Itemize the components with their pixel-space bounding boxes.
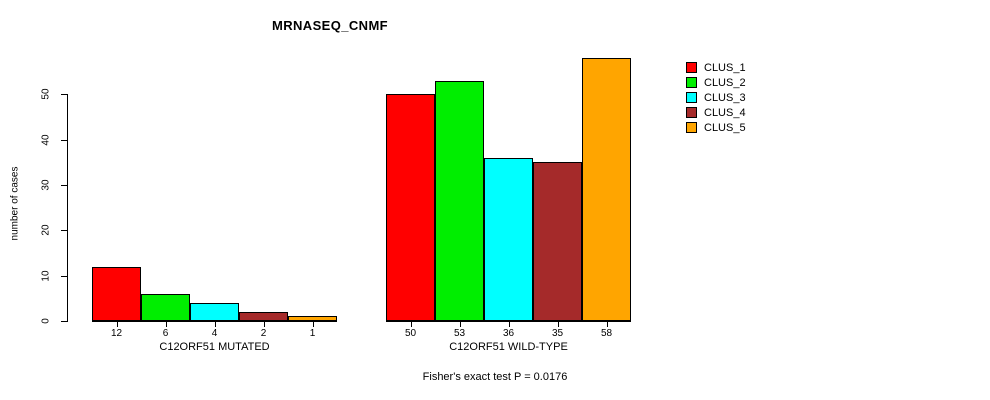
legend-color-swatch (686, 77, 697, 88)
legend-item: CLUS_2 (686, 75, 746, 90)
x-axis-tick (557, 322, 559, 327)
x-axis-tick (410, 322, 412, 327)
x-axis-tick (312, 322, 314, 327)
y-axis-tick (61, 230, 67, 232)
y-axis-tick (61, 321, 67, 322)
x-axis-tick (263, 322, 265, 327)
legend-item-label: CLUS_2 (704, 76, 746, 89)
legend-item-label: CLUS_3 (704, 91, 746, 104)
group-label: C12ORF51 WILD-TYPE (449, 341, 568, 353)
bar (92, 267, 141, 321)
bar (239, 312, 288, 321)
bar-value-label: 6 (162, 328, 169, 339)
footer-annotation: Fisher's exact test P = 0.0176 (422, 371, 568, 383)
bar (288, 316, 337, 321)
y-axis-title: number of cases (9, 166, 21, 241)
x-axis-line (386, 321, 631, 322)
bar (141, 294, 190, 321)
legend-item: CLUS_3 (686, 90, 746, 105)
y-axis-tick (61, 184, 67, 186)
legend-item-label: CLUS_5 (704, 121, 746, 134)
legend-item: CLUS_1 (686, 60, 746, 75)
bar-value-label: 58 (600, 328, 613, 339)
legend-item-label: CLUS_4 (704, 106, 746, 119)
bar-value-label: 2 (260, 328, 267, 339)
y-axis-tick-label: 50 (40, 88, 52, 100)
page-title: MRNASEQ_CNMF (271, 18, 389, 33)
bar (533, 162, 582, 321)
bar (435, 81, 484, 321)
legend-color-swatch (686, 92, 697, 103)
legend-item: CLUS_4 (686, 105, 746, 120)
bar-value-label: 12 (110, 328, 123, 339)
y-axis-tick-label: 10 (40, 270, 52, 282)
bar-value-label: 35 (551, 328, 564, 339)
legend-color-swatch (686, 107, 697, 118)
bar-value-label: 50 (404, 328, 417, 339)
bar (484, 158, 533, 321)
x-axis-tick (165, 322, 167, 327)
bar-value-label: 36 (502, 328, 515, 339)
bar-value-label: 1 (309, 328, 316, 339)
x-axis-tick (508, 322, 510, 327)
x-axis-line (92, 321, 337, 322)
y-axis-tick-label: 0 (40, 318, 52, 324)
legend-item-label: CLUS_1 (704, 61, 746, 74)
bar (582, 58, 631, 321)
bar-value-label: 53 (453, 328, 466, 339)
x-axis-tick (459, 322, 461, 327)
x-axis-tick (116, 322, 118, 327)
legend-color-swatch (686, 62, 697, 73)
y-axis-tick-label: 40 (40, 134, 52, 146)
y-axis-tick-label: 20 (40, 224, 52, 236)
y-axis-tick-label: 30 (40, 179, 52, 191)
group-label: C12ORF51 MUTATED (159, 341, 270, 353)
x-axis-tick (606, 322, 608, 327)
y-axis-line (67, 94, 68, 322)
bar (190, 303, 239, 321)
x-axis-tick (214, 322, 216, 327)
legend: CLUS_1 CLUS_2 CLUS_3 CLUS_4 CLUS_5 (686, 60, 746, 135)
legend-item: CLUS_5 (686, 120, 746, 135)
y-axis-tick (61, 139, 67, 141)
y-axis-tick (61, 275, 67, 277)
y-axis-tick (61, 94, 67, 96)
bar (386, 94, 435, 321)
legend-color-swatch (686, 122, 697, 133)
bar-value-label: 4 (211, 328, 218, 339)
